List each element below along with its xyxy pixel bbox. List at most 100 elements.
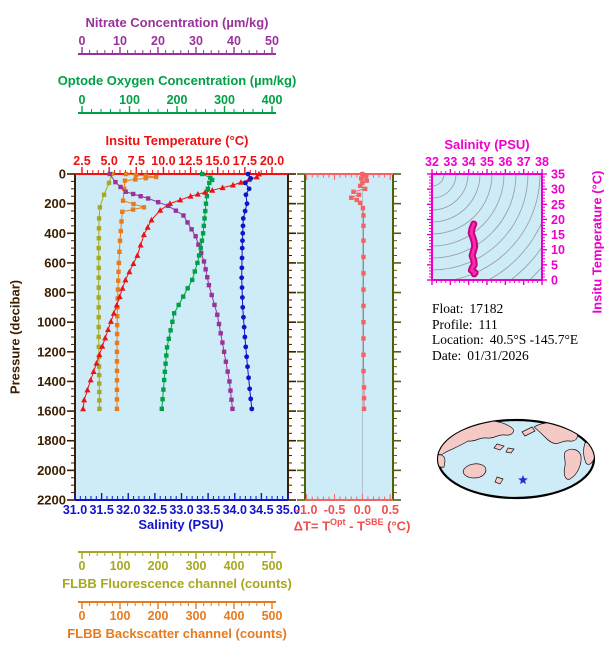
delta-t-curve	[349, 171, 370, 412]
tick-label: 1400	[37, 374, 66, 389]
tick-label: 1600	[37, 404, 66, 419]
tick-label: 38	[535, 155, 549, 169]
tick-label: 37	[517, 155, 531, 169]
tick-label: 20	[151, 34, 165, 48]
delta-t-sup-opt: Opt	[330, 517, 346, 527]
tick-label: 40	[227, 34, 241, 48]
tick-label: 300	[214, 93, 235, 107]
tick-label: 35	[551, 168, 565, 182]
tick-label: 5.0	[100, 154, 117, 168]
tick-label: 5	[551, 258, 558, 272]
delta-t-plot-area	[305, 174, 393, 500]
tick-label: 33.0	[169, 503, 193, 517]
tick-label: 200	[148, 609, 169, 623]
tick-label: 1800	[37, 433, 66, 448]
tick-label: 500	[262, 559, 283, 573]
profile-label: Profile:	[432, 316, 473, 332]
float-id-label: Float:	[432, 301, 464, 316]
tick-label: 25	[551, 198, 565, 212]
tick-label: 400	[262, 93, 283, 107]
tick-label: 300	[186, 559, 207, 573]
tick-label: 0	[551, 274, 558, 288]
date-label: Date:	[432, 347, 462, 363]
tick-label: 200	[167, 93, 188, 107]
tick-label: 15.0	[206, 154, 230, 168]
tick-label: 31.0	[63, 503, 87, 517]
tick-label: 2200	[37, 493, 66, 508]
tick-label: 100	[119, 93, 140, 107]
tick-label: 35	[480, 155, 494, 169]
tick-label: 34.5	[249, 503, 273, 517]
tick-label: 0	[79, 34, 86, 48]
salinity-axis-title: Salinity (PSU)	[138, 517, 224, 532]
temperature-axis-title: Insitu Temperature (°C)	[105, 133, 249, 148]
tick-label: 30	[189, 34, 203, 48]
tick-label: 10.0	[151, 154, 175, 168]
tick-label: 15	[551, 228, 565, 242]
tick-label: 0.0	[354, 503, 371, 517]
map-greenland	[575, 422, 587, 433]
tick-label: 1000	[37, 315, 66, 330]
main-plot-area	[75, 174, 288, 500]
profile-curve	[107, 171, 235, 412]
nitrate-axis-title: Nitrate Concentration (µm/kg)	[85, 15, 269, 30]
tick-label: 35.0	[276, 503, 300, 517]
tick-label: 32.0	[116, 503, 140, 517]
delta-t-label-part: ΔT= T	[293, 518, 331, 534]
tick-label: 20.0	[260, 154, 284, 168]
tick-label: 10	[113, 34, 127, 48]
tick-label: 2000	[37, 463, 66, 478]
profile-curve	[159, 171, 215, 412]
tick-label: 12.5	[178, 154, 202, 168]
map-australia	[462, 463, 487, 479]
date-row: Date: 01/31/2026	[432, 348, 578, 364]
float-id-row: Float: 17182	[432, 301, 578, 317]
tick-label: 33.5	[196, 503, 220, 517]
tick-label: 0	[79, 93, 86, 107]
tick-label: 7.5	[128, 154, 145, 168]
ts-diagram-title: Salinity (PSU)	[444, 137, 530, 152]
tick-label: 0	[59, 167, 66, 182]
tick-label: 500	[262, 609, 283, 623]
tick-label: -1.0	[296, 503, 318, 517]
delta-t-label-part: - T	[345, 518, 366, 534]
map-southeast-asia	[493, 443, 505, 451]
date-value: 01/31/2026	[467, 347, 529, 363]
profile-value: 111	[478, 316, 498, 332]
tick-label: 34.0	[223, 503, 247, 517]
float-info-block: Float: 17182 Profile: 111 Location: 40.5°S …	[432, 301, 578, 363]
profile-curve	[239, 171, 255, 412]
delta-t-sup-sbe: SBE	[365, 517, 384, 527]
tick-label: 400	[224, 609, 245, 623]
tick-label: 10	[551, 243, 565, 257]
tick-label: 300	[186, 609, 207, 623]
fluorescence-axis-title: FLBB Fluorescence channel (counts)	[62, 576, 292, 591]
tick-label: 32	[425, 155, 439, 169]
tick-label: 0.5	[382, 503, 399, 517]
map-south-america	[563, 448, 582, 480]
delta-t-label-part: (°C)	[383, 518, 411, 534]
tick-label: 400	[44, 226, 66, 241]
tick-label: 36	[498, 155, 512, 169]
tick-label: 100	[110, 609, 131, 623]
tick-label: 1200	[37, 344, 66, 359]
map-alaska	[521, 426, 536, 437]
location-label: Location:	[432, 332, 484, 347]
tick-label: 600	[44, 255, 66, 270]
tick-label: -0.5	[324, 503, 346, 517]
tick-label: 17.5	[233, 154, 257, 168]
backscatter-axis-title: FLBB Backscatter channel (counts)	[67, 626, 287, 641]
location-value: 40.5°S -145.7°E	[489, 332, 579, 347]
tick-label: 100	[110, 559, 131, 573]
tick-label: 32.5	[143, 503, 167, 517]
profile-curve	[80, 170, 262, 412]
tick-label: 33	[443, 155, 457, 169]
oxygen-axis-title: Optode Oxygen Concentration (µm/kg)	[57, 73, 297, 88]
tick-label: 50	[265, 34, 279, 48]
tick-label: 200	[148, 559, 169, 573]
profile-curve	[114, 171, 159, 412]
tick-label: 0	[79, 559, 86, 573]
tick-label: 31.5	[89, 503, 113, 517]
